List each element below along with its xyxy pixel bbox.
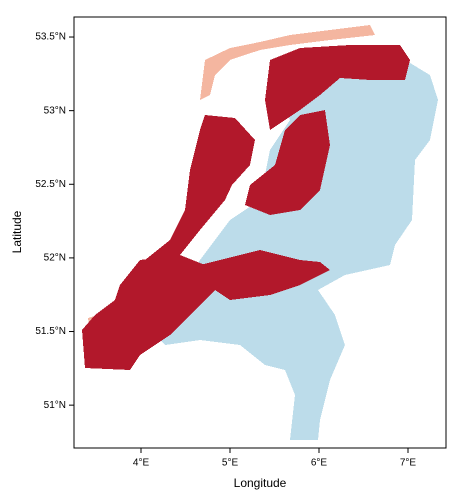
x-tick-label: 6°E <box>311 458 328 469</box>
y-axis-label: Latitude <box>10 210 24 253</box>
land-area <box>150 45 438 440</box>
y-tick-label: 53.5°N <box>35 32 66 43</box>
polder-area <box>82 255 215 370</box>
y-tick-label: 53°N <box>44 105 66 116</box>
x-axis-label: Longitude <box>234 476 287 490</box>
plot-frame <box>73 16 447 449</box>
polder-area <box>145 115 255 270</box>
x-tick-label: 7°E <box>400 458 417 469</box>
low-area <box>200 25 375 100</box>
x-tick-label: 4°E <box>133 458 150 469</box>
y-tick-label: 51°N <box>44 400 66 411</box>
y-tick-label: 51.5°N <box>35 326 66 337</box>
y-tick-label: 52°N <box>44 253 66 264</box>
polder-area <box>200 250 330 300</box>
y-tick-label: 52.5°N <box>35 179 66 190</box>
polder-area <box>265 45 410 130</box>
x-tick-label: 5°E <box>222 458 239 469</box>
raster <box>82 25 438 440</box>
polder-area <box>245 110 330 215</box>
